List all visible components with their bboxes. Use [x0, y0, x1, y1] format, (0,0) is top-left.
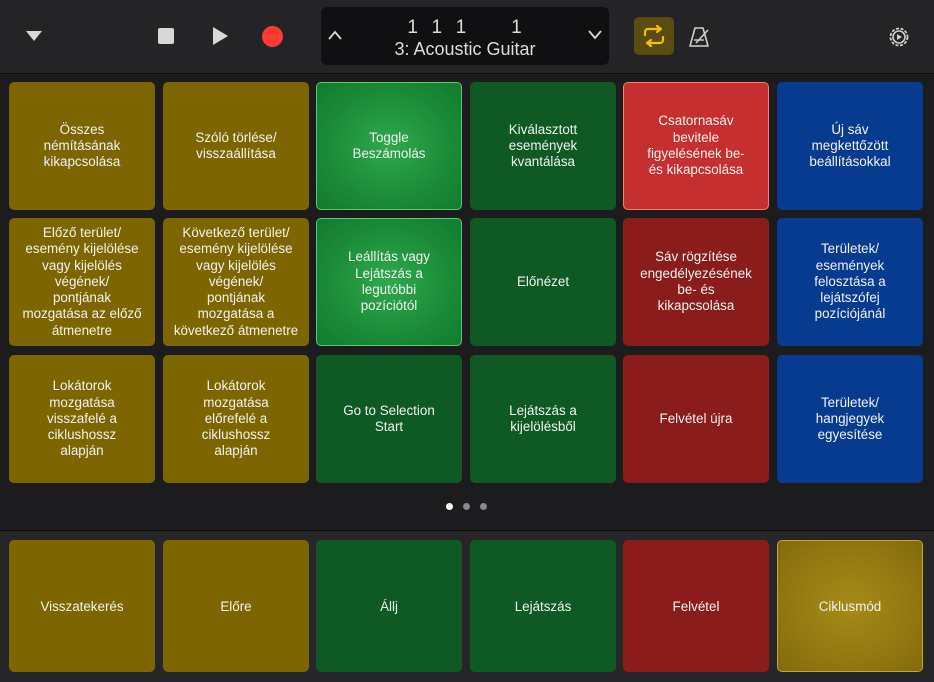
lcd-display[interactable]: 1 1 1 1 3: Acoustic Guitar [321, 7, 609, 65]
cell-label: Előnézet [516, 273, 570, 289]
cycle-mode-button[interactable] [634, 17, 674, 55]
stop-button[interactable]: Állj [316, 540, 462, 672]
cell-label: Kiválasztott események kvantálása [508, 121, 578, 170]
play-button[interactable]: Lejátszás [470, 540, 616, 672]
cycle-mode-pad[interactable]: Ciklusmód [777, 540, 923, 672]
button-label: Állj [380, 598, 398, 614]
cell-label: Területek/hangjegyek egyesítése [815, 394, 885, 443]
button-label: Lejátszás [514, 598, 572, 614]
grid-cell-new-track-duplicate[interactable]: Új sáv megkettőzött beállításokkal [777, 82, 923, 210]
grid-cell-toggle-count-in[interactable]: Toggle Beszámolás [316, 82, 462, 210]
cell-label: Sáv rögzítése engedélyezésének be- és kikap… [640, 249, 752, 314]
cell-label: Felvétel újra [659, 410, 733, 426]
cell-label: Új sáv megkettőzött beállításokkal [809, 121, 891, 170]
record-button[interactable]: Felvétel [623, 540, 769, 672]
grid-cell-stop-or-play-last[interactable]: Leállítás vagy Lejátszás a legutóbbi pozíci… [316, 218, 462, 346]
cell-label: Előző terület/esemény kijelölése vagy kij… [22, 224, 142, 338]
control-bar: 1 1 1 1 3: Acoustic Guitar [0, 0, 934, 74]
grid-cell-quantize[interactable]: Kiválasztott események kvantálása [470, 82, 616, 210]
cell-label: Területek/események felosztása a lejátszóf… [814, 241, 886, 322]
grid-cell-locators-back[interactable]: Lokátorok mozgatása visszafelé a ciklushoss… [9, 355, 155, 483]
grid-cell-record-again[interactable]: Felvétel újra [623, 355, 769, 483]
rewind-button[interactable]: Visszatekerés [9, 540, 155, 672]
cell-label: Lokátorok mozgatása előrefelé a ciklushossz… [201, 378, 271, 459]
settings-gear-icon[interactable] [886, 24, 912, 50]
grid-cell-preview[interactable]: Előnézet [470, 218, 616, 346]
stop-icon[interactable] [155, 25, 177, 47]
track-name: 3: Acoustic Guitar [394, 39, 536, 59]
playhead-position: 1 1 1 1 [407, 17, 523, 38]
grid-cell-next-transient[interactable]: Következő terület/esemény kijelölése vagy… [163, 218, 309, 346]
grid-cell-record-enable[interactable]: Sáv rögzítése engedélyezésének be- és kikap… [623, 218, 769, 346]
menu-chevron-down-icon[interactable] [22, 26, 46, 46]
cell-label: Go to Selection Start [343, 402, 435, 434]
grid-cell-join[interactable]: Területek/hangjegyek egyesítése [777, 355, 923, 483]
grid-cell-go-to-selection-start[interactable]: Go to Selection Start [316, 355, 462, 483]
grid-cell-solo-clear[interactable]: Szóló törlése/visszaállítása [163, 82, 309, 210]
play-icon[interactable] [208, 24, 232, 48]
cell-label: Következő terület/esemény kijelölése vagy… [173, 224, 299, 338]
record-icon[interactable] [260, 24, 284, 48]
button-label: Előre [220, 598, 252, 614]
record-dot [261, 25, 283, 47]
grid-cell-split-at-playhead[interactable]: Területek/események felosztása a lejátszóf… [777, 218, 923, 346]
cell-label: Szóló törlése/visszaállítása [195, 129, 277, 161]
grid-cell-previous-transient[interactable]: Előző terület/esemény kijelölése vagy kij… [9, 218, 155, 346]
chevron-up-icon[interactable] [328, 27, 342, 45]
cycle-icon [643, 25, 665, 47]
grid-cell-play-from-selection[interactable]: Lejátszás a kijelölésből [470, 355, 616, 483]
button-label: Felvétel [672, 598, 720, 614]
forward-button[interactable]: Előre [163, 540, 309, 672]
cell-label: Csatornasáv bevitele figyelésének be-és ki… [647, 113, 745, 178]
cell-label: Lokátorok mozgatása visszafelé a ciklushoss… [47, 378, 117, 459]
page-dot-1-active[interactable] [446, 503, 453, 510]
button-label: Visszatekerés [40, 598, 124, 614]
grid-cell-input-monitor[interactable]: Csatornasáv bevitele figyelésének be-és ki… [623, 82, 769, 210]
grid-cell-locators-forward[interactable]: Lokátorok mozgatása előrefelé a ciklushossz… [163, 355, 309, 483]
cell-label: Összes némításának kikapcsolása [43, 121, 121, 170]
cell-label: Lejátszás a kijelölésből [509, 402, 577, 434]
page-dot-2[interactable] [463, 503, 470, 510]
grid-cell-mute-off[interactable]: Összes némításának kikapcsolása [9, 82, 155, 210]
button-label: Ciklusmód [818, 598, 882, 614]
chevron-down-icon[interactable] [588, 27, 602, 45]
cell-label: Toggle Beszámolás [352, 129, 426, 161]
page-dot-3[interactable] [480, 503, 487, 510]
cell-label: Leállítás vagy Lejátszás a legutóbbi pozíci… [348, 249, 430, 314]
metronome-icon[interactable] [686, 24, 712, 50]
